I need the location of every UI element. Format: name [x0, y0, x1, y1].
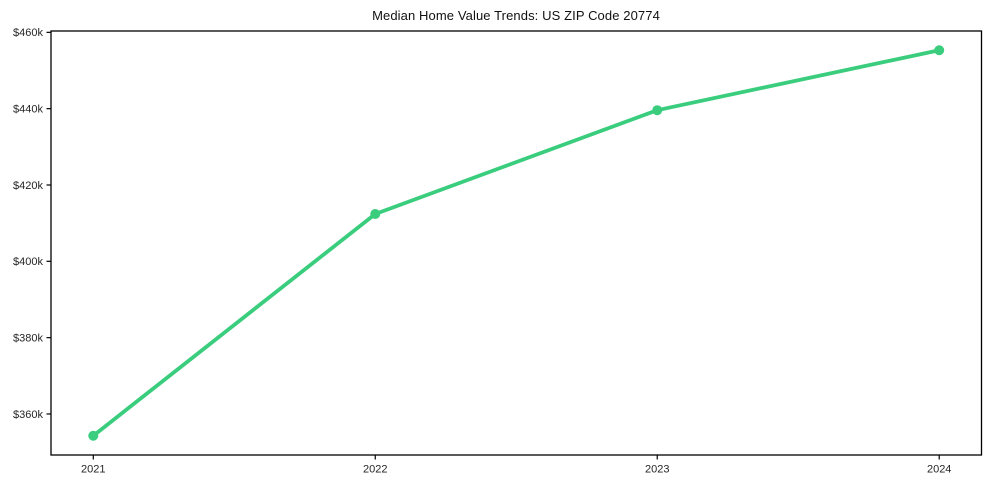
data-point-marker [934, 45, 945, 56]
trend-line [91, 48, 942, 438]
x-tick-label: 2021 [81, 464, 105, 476]
y-tick-label: $400k [13, 256, 43, 268]
data-point-marker [370, 208, 381, 219]
x-tick-label: 2022 [363, 464, 387, 476]
x-tick-label: 2023 [645, 464, 669, 476]
y-tick-label: $440k [13, 103, 43, 115]
y-tick-label: $380k [13, 332, 43, 344]
plot-area-border [50, 30, 983, 456]
y-tick-label: $460k [13, 27, 43, 39]
data-point-marker [652, 105, 663, 116]
y-tick-label: $420k [13, 180, 43, 192]
x-tick-label: 2024 [927, 464, 951, 476]
chart-title: Median Home Value Trends: US ZIP Code 20… [372, 8, 660, 23]
y-tick-label: $360k [13, 409, 43, 421]
data-point-marker [88, 430, 99, 441]
